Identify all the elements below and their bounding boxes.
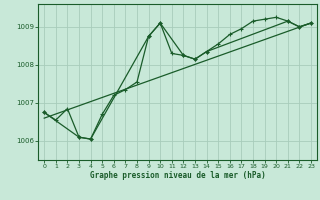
X-axis label: Graphe pression niveau de la mer (hPa): Graphe pression niveau de la mer (hPa) bbox=[90, 171, 266, 180]
